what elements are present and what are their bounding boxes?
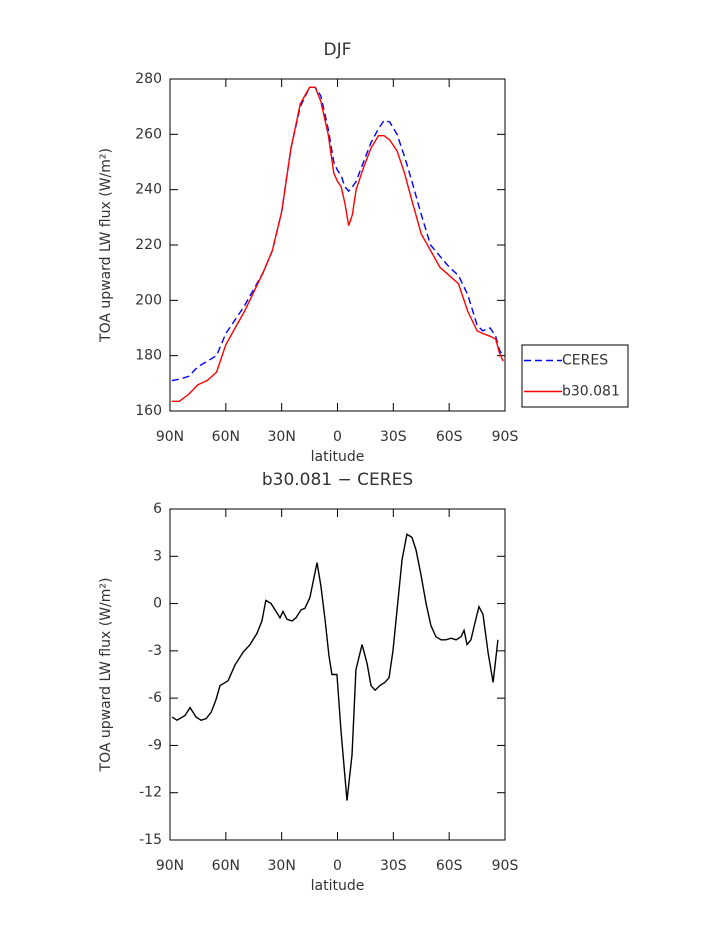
- y-axis-label: TOA upward LW flux (W/m²): [98, 578, 114, 773]
- y-tick-label: -6: [148, 690, 162, 706]
- y-tick-label: -9: [148, 737, 162, 753]
- x-axis-label: latitude: [311, 878, 365, 894]
- data-line: [171, 533, 499, 801]
- x-tick-label: 90N: [156, 429, 184, 445]
- x-tick-label: 90S: [492, 429, 519, 445]
- y-tick-label: 260: [135, 126, 162, 142]
- data-line: [171, 86, 504, 403]
- x-tick-label: 0: [333, 429, 342, 445]
- y-tick-label: -3: [148, 643, 162, 659]
- chart-title: b30.081 − CERES: [262, 470, 413, 490]
- x-tick-label: 90N: [156, 858, 184, 874]
- x-tick-label: 60N: [212, 858, 240, 874]
- y-tick-label: 240: [135, 182, 162, 198]
- y-tick-label: 160: [135, 403, 162, 419]
- y-tick-label: 200: [135, 292, 162, 308]
- x-tick-label: 30N: [268, 429, 296, 445]
- y-tick-label: -12: [139, 785, 162, 801]
- legend-label: b30.081: [562, 384, 620, 400]
- x-tick-label: 0: [333, 858, 342, 874]
- legend-label: CERES: [562, 353, 608, 369]
- legend-box: [521, 344, 629, 408]
- chart-title: DJF: [324, 40, 352, 60]
- x-tick-label: 30N: [268, 858, 296, 874]
- x-tick-label: 30S: [380, 429, 407, 445]
- x-tick-label: 60S: [436, 858, 463, 874]
- y-tick-label: 3: [153, 548, 162, 564]
- x-tick-label: 60S: [436, 429, 463, 445]
- x-axis-label: latitude: [311, 449, 365, 465]
- x-tick-label: 30S: [380, 858, 407, 874]
- x-tick-label: 90S: [492, 858, 519, 874]
- y-axis-label: TOA upward LW flux (W/m²): [98, 148, 114, 343]
- y-tick-label: 6: [153, 501, 162, 517]
- data-line: [171, 86, 504, 382]
- y-tick-label: 180: [135, 348, 162, 364]
- y-tick-label: 280: [135, 71, 162, 87]
- y-tick-label: -15: [139, 832, 162, 848]
- y-tick-label: 0: [153, 596, 162, 612]
- x-tick-label: 60N: [212, 429, 240, 445]
- y-tick-label: 220: [135, 237, 162, 253]
